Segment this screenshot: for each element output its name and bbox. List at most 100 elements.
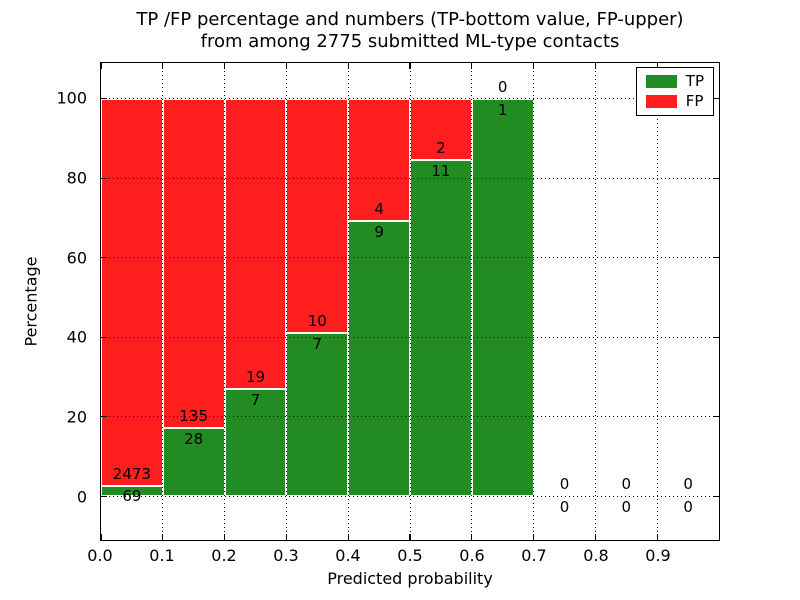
x-tick-mark [223,534,226,540]
ticks-layer [100,63,719,540]
bars-layer [101,63,719,540]
x-tick-label: 0.2 [211,546,237,565]
y-tick-mark [713,257,719,259]
bar-label-fp: 0 [621,475,632,494]
y-tick-labels: 0 20 40 60 80 100 [0,62,93,541]
x-tick-label: 0.7 [521,546,547,565]
x-tick-label: 0.5 [397,546,423,565]
chart-title-line2: from among 2775 submitted ML-type contac… [200,30,620,52]
x-tick-mark [409,63,411,69]
bar-label-fp: 2 [436,138,446,157]
y-tick-label: 40 [66,327,87,347]
gridline-v [594,63,596,540]
bar-label-tp: 0 [559,498,570,517]
x-tick-label: 0.4 [335,546,361,565]
legend-label-tp: TP [685,72,704,90]
y-tick-mark [713,495,719,497]
bar-labels-layer: 2473 69 135 28 19 7 10 7 4 9 2 11 0 1 0 0 0 0 0 0 [101,63,719,540]
bar-label-tp: 11 [431,161,451,180]
chart-title-line1: TP /FP percentage and numbers (TP-bottom… [136,9,684,30]
x-tick-mark [347,534,349,540]
gridline-v [656,63,658,540]
y-tick-mark [713,98,719,100]
gridline-v [224,63,226,540]
gridline-v [162,63,164,540]
bar-segment-fp [286,98,349,333]
y-tick-mark [101,495,107,497]
x-tick-mark [409,534,411,540]
y-tick-mark [101,257,107,259]
y-tick-label: 60 [66,248,87,268]
y-tick-mark [101,416,107,418]
legend-row-tp: TP [645,72,704,90]
x-tick-labels: 0.0 0.1 0.2 0.3 0.4 0.5 0.6 0.7 0.8 0.9 [87,544,720,566]
bar-label-fp: 19 [245,368,266,387]
y-tick-mark [101,336,107,338]
legend-swatch-tp-icon [645,75,677,88]
gridline-v [347,63,349,540]
x-tick-label: 0.3 [273,546,299,565]
x-tick-mark [162,534,164,540]
x-axis-label: Predicted probability [327,569,493,588]
bar-segment-tp [348,221,410,497]
x-tick-mark [656,63,658,69]
legend-label-fp: FP [685,92,704,110]
x-tick-label: 0.6 [459,546,485,565]
plot-area: 2473 69 135 28 19 7 10 7 4 9 2 11 0 1 0 0 0 0 0 0 TP FP [100,62,720,541]
x-tick-mark [471,534,473,540]
x-tick-mark [594,534,597,540]
bar-label-fp: 0 [683,475,693,494]
y-tick-label: 0 [76,487,87,507]
x-tick-mark [100,534,102,540]
bar-segment-fp [348,98,410,222]
gridline-v [409,63,411,540]
x-tick-label: 0.8 [583,546,609,565]
x-tick-label: 0.0 [87,546,113,565]
bar-label-fp: 135 [179,407,209,425]
bar-label-tp: 7 [250,391,261,410]
bar-label-tp: 1 [497,100,508,119]
bar-segment-fp [410,98,472,160]
y-tick-label: 80 [66,168,87,188]
x-tick-label: 0.1 [149,546,175,565]
x-tick-mark [162,63,164,69]
y-tick-mark [713,416,719,418]
bar-label-tp: 9 [374,223,384,242]
bar-label-fp: 0 [559,475,570,494]
x-tick-mark [347,63,349,69]
bar-label-tp: 0 [621,498,632,517]
gridline-v [471,63,473,540]
bar-label-tp: 28 [184,429,204,448]
x-tick-label: 0.9 [645,546,671,565]
bar-label-fp: 0 [497,77,508,96]
grid-layer [101,63,719,540]
legend: TP FP [635,67,714,116]
x-tick-mark [223,63,226,69]
y-tick-mark [101,177,107,179]
y-tick-label: 100 [56,88,87,108]
bar-label-fp: 10 [307,311,327,330]
legend-swatch-fp-icon [645,95,677,108]
bar-label-fp: 2473 [112,464,151,483]
x-tick-mark [656,534,658,540]
gridline-v [285,63,287,540]
y-tick-mark [101,98,107,100]
gridline-v [533,63,535,540]
legend-row-fp: FP [645,92,704,110]
x-tick-mark [100,63,102,69]
y-tick-label: 20 [66,407,87,427]
bar-segment-tp [286,332,349,497]
y-tick-mark [713,336,719,338]
bar-label-tp: 7 [312,334,323,353]
chart-title: TP /FP percentage and numbers (TP-bottom… [90,9,730,53]
bar-label-tp: 69 [122,487,142,506]
bar-label-fp: 4 [374,200,384,219]
x-tick-mark [532,534,535,540]
y-tick-mark [713,177,719,179]
x-tick-mark [471,63,473,69]
x-tick-mark [594,63,597,69]
bar-label-tp: 0 [683,498,693,517]
x-tick-mark [285,63,288,69]
x-tick-mark [532,63,535,69]
